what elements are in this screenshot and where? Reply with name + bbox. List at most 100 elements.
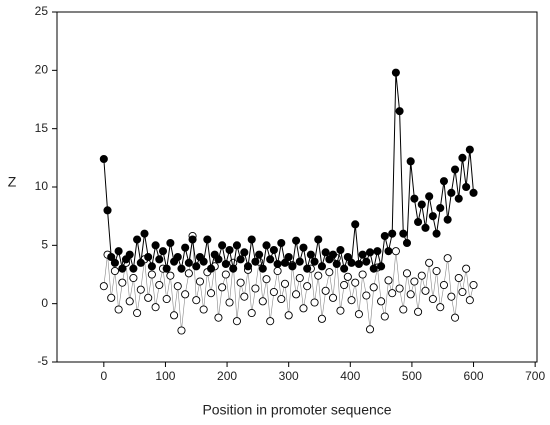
data-point xyxy=(447,188,456,197)
data-point xyxy=(240,292,249,301)
data-point xyxy=(314,235,323,244)
data-point xyxy=(384,247,393,256)
data-point xyxy=(218,241,227,250)
data-point xyxy=(410,277,419,286)
data-point xyxy=(166,271,175,280)
data-point xyxy=(144,252,153,262)
x-tick-label: 700 xyxy=(525,369,545,383)
data-point xyxy=(225,245,234,255)
y-tick-label: 5 xyxy=(41,238,48,252)
data-point xyxy=(99,154,108,164)
data-point xyxy=(129,264,138,273)
data-point xyxy=(310,257,319,266)
data-point xyxy=(181,290,190,299)
data-point xyxy=(107,293,116,302)
data-point xyxy=(347,296,356,305)
data-point xyxy=(280,258,290,267)
data-point xyxy=(214,313,223,322)
data-point xyxy=(136,285,145,294)
x-tick-label: 500 xyxy=(402,369,422,383)
data-point xyxy=(369,283,378,292)
data-point xyxy=(428,294,437,304)
data-point xyxy=(206,264,216,273)
data-point xyxy=(388,229,397,238)
data-point xyxy=(292,236,301,245)
data-point xyxy=(458,287,467,297)
data-point xyxy=(428,212,437,221)
data-point xyxy=(328,250,338,259)
data-point xyxy=(147,270,156,279)
data-point xyxy=(110,266,119,276)
x-axis-title: Position in promoter sequence xyxy=(202,402,391,418)
data-point xyxy=(436,303,445,312)
data-point xyxy=(351,220,360,229)
data-point xyxy=(136,258,145,267)
data-point xyxy=(425,258,434,267)
data-point xyxy=(358,270,367,279)
data-point xyxy=(417,271,426,280)
data-point xyxy=(321,248,330,257)
data-point xyxy=(406,157,415,166)
data-point xyxy=(317,314,327,323)
data-point xyxy=(206,289,216,298)
data-point xyxy=(421,223,430,232)
x-tick-label: 200 xyxy=(217,369,237,383)
data-point xyxy=(155,255,164,264)
data-point xyxy=(469,188,478,197)
data-point xyxy=(184,258,193,267)
data-point xyxy=(454,273,463,283)
data-point xyxy=(458,153,467,162)
data-point xyxy=(214,255,223,264)
data-point xyxy=(251,257,260,266)
y-axis-title: Z xyxy=(8,174,17,190)
data-point xyxy=(273,259,282,269)
data-point xyxy=(343,272,352,281)
data-point xyxy=(255,250,264,259)
data-point xyxy=(162,294,171,304)
data-point xyxy=(173,282,182,291)
data-point xyxy=(462,182,471,192)
data-point xyxy=(273,266,282,276)
x-tick-label: 0 xyxy=(100,369,107,383)
data-point xyxy=(184,269,193,278)
data-point xyxy=(266,255,275,264)
data-point xyxy=(243,262,253,271)
data-point xyxy=(114,305,123,314)
data-point xyxy=(295,257,304,266)
data-point xyxy=(310,298,319,307)
data-point xyxy=(177,326,186,335)
data-point xyxy=(240,248,249,257)
data-point xyxy=(221,270,230,279)
data-point xyxy=(144,293,153,302)
data-point xyxy=(158,247,168,256)
data-point xyxy=(151,303,160,312)
data-point xyxy=(454,194,463,203)
data-point xyxy=(410,194,419,203)
data-point xyxy=(314,271,323,280)
data-point xyxy=(125,297,134,306)
data-point xyxy=(288,262,297,271)
data-point xyxy=(417,200,426,209)
y-tick-label: 10 xyxy=(35,179,49,193)
data-point xyxy=(377,262,386,271)
data-point xyxy=(133,308,142,318)
data-point xyxy=(447,292,456,301)
data-point xyxy=(354,310,363,319)
data-point xyxy=(402,238,412,248)
data-point xyxy=(399,305,408,314)
data-point xyxy=(340,264,349,273)
data-point xyxy=(262,241,271,250)
data-point xyxy=(414,307,423,316)
data-point xyxy=(365,248,375,257)
data-point xyxy=(462,264,471,273)
data-point xyxy=(325,268,334,277)
data-point xyxy=(266,317,275,326)
data-point xyxy=(114,247,123,256)
data-point xyxy=(147,262,156,271)
y-tick-label: 20 xyxy=(35,63,49,77)
data-point xyxy=(391,247,400,256)
y-tick-label: 15 xyxy=(35,121,49,135)
data-point xyxy=(439,280,449,290)
data-point xyxy=(414,217,423,227)
